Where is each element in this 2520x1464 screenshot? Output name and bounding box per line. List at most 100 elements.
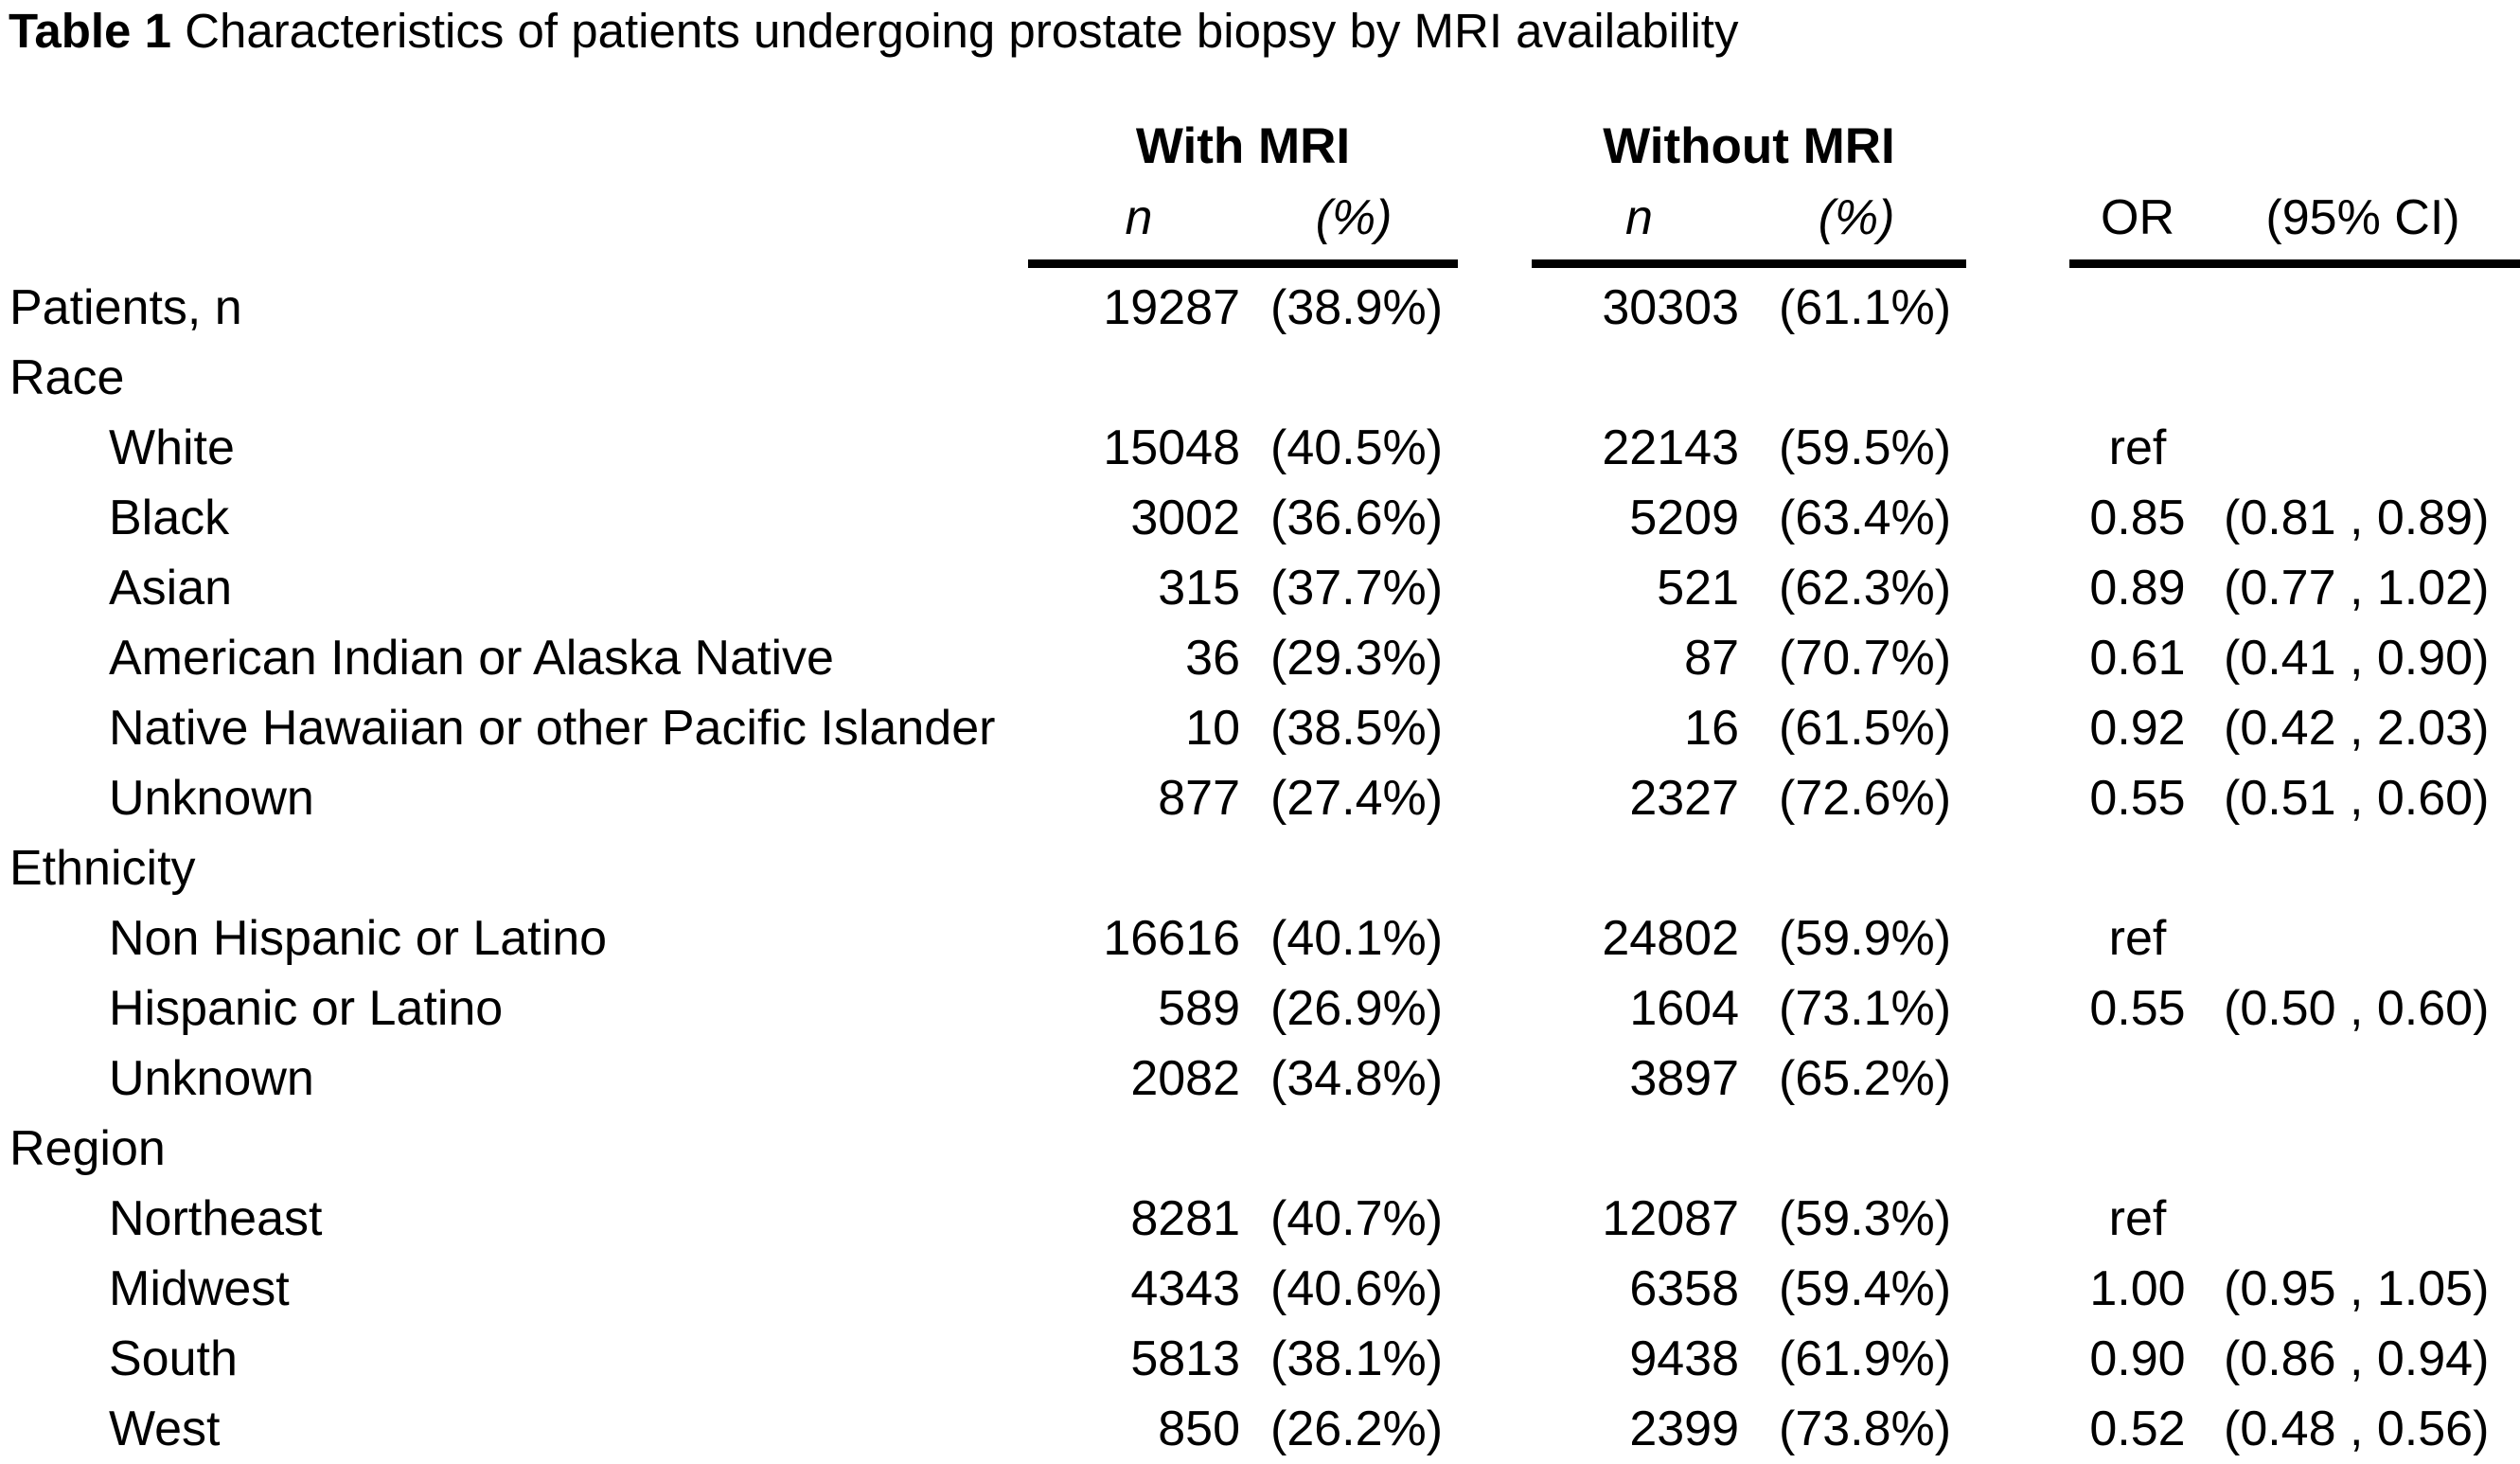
with-mri-n bbox=[1028, 1114, 1250, 1184]
column-spacer bbox=[1966, 623, 2069, 693]
with-mri-n: 15048 bbox=[1103, 420, 1240, 475]
without-mri-n: 12087 bbox=[1602, 1191, 1739, 1246]
ci-value: (0.86 , 0.94) bbox=[2224, 1331, 2490, 1386]
without-mri-pct: (65.2%) bbox=[1779, 1051, 1952, 1106]
empty-cell bbox=[0, 106, 1028, 186]
ci-value: (0.42 , 2.03) bbox=[2224, 701, 2490, 756]
with-mri-pct: (40.7%) bbox=[1270, 1191, 1444, 1246]
column-spacer bbox=[1966, 973, 2069, 1044]
with-mri-n: 2082 bbox=[1130, 1051, 1240, 1106]
group-header-without-mri: Without MRI bbox=[1603, 117, 1895, 174]
ci-value: (0.81 , 0.89) bbox=[2224, 491, 2490, 545]
row-label: American Indian or Alaska Native bbox=[109, 631, 834, 686]
or-value bbox=[2069, 273, 2206, 343]
row-label: Unknown bbox=[109, 771, 314, 826]
column-spacer bbox=[1458, 106, 1532, 186]
or-value: 0.55 bbox=[2089, 771, 2186, 826]
with-mri-n: 850 bbox=[1158, 1402, 1240, 1456]
without-mri-n: 521 bbox=[1657, 561, 1739, 616]
characteristics-table: With MRI Without MRI n (%) n (%) OR (95%… bbox=[0, 106, 2520, 1464]
without-mri-pct bbox=[1747, 343, 1966, 413]
with-mri-pct: (40.6%) bbox=[1270, 1261, 1444, 1316]
row-label: Native Hawaiian or other Pacific Islande… bbox=[109, 701, 996, 756]
table-row: Patients, n 19287 (38.9%) 30303 (61.1%) bbox=[0, 273, 2520, 343]
subheader-n-with-mri: n bbox=[1028, 186, 1250, 268]
without-mri-n: 1604 bbox=[1629, 981, 1739, 1036]
with-mri-pct: (26.2%) bbox=[1270, 1402, 1444, 1456]
table-row: Unknown 877 (27.4%) 2327 (72.6%) 0.55 (0.51 , … bbox=[0, 763, 2520, 833]
column-spacer bbox=[1966, 903, 2069, 973]
with-mri-n: 4343 bbox=[1130, 1261, 1240, 1316]
subheader-n-without-mri: n bbox=[1532, 186, 1747, 268]
ci-value: (0.50 , 0.60) bbox=[2224, 981, 2490, 1036]
with-mri-pct: (40.1%) bbox=[1270, 911, 1444, 966]
sub-header-row: n (%) n (%) OR (95% CI) bbox=[0, 186, 2520, 268]
with-mri-n: 877 bbox=[1158, 771, 1240, 826]
table-row: West 850 (26.2%) 2399 (73.8%) 0.52 (0.48 , 0.5… bbox=[0, 1394, 2520, 1464]
without-mri-n: 22143 bbox=[1602, 420, 1739, 475]
or-value: ref bbox=[2108, 911, 2167, 966]
without-mri-pct: (59.9%) bbox=[1779, 911, 1952, 966]
with-mri-pct: (26.9%) bbox=[1270, 981, 1444, 1036]
row-label: Hispanic or Latino bbox=[109, 981, 504, 1036]
row-label: Unknown bbox=[109, 1051, 314, 1106]
with-mri-n: 5813 bbox=[1130, 1331, 1240, 1386]
table-row: Asian 315 (37.7%) 521 (62.3%) 0.89 (0.77 , 1.0… bbox=[0, 553, 2520, 623]
row-label: Region bbox=[9, 1121, 166, 1176]
without-mri-pct bbox=[1747, 1114, 1966, 1184]
without-mri-pct: (59.3%) bbox=[1779, 1191, 1952, 1246]
ci-value bbox=[2206, 903, 2520, 973]
without-mri-pct: (61.5%) bbox=[1779, 701, 1952, 756]
table-row: South 5813 (38.1%) 9438 (61.9%) 0.90 (0.86 , 0… bbox=[0, 1324, 2520, 1394]
column-spacer bbox=[1458, 1184, 1532, 1254]
or-value: 1.00 bbox=[2089, 1261, 2186, 1316]
with-mri-pct: (29.3%) bbox=[1270, 631, 1444, 686]
spacer-row bbox=[0, 263, 2520, 273]
with-mri-pct: (34.8%) bbox=[1270, 1051, 1444, 1106]
subheader-or: OR bbox=[2069, 186, 2206, 268]
row-label: Asian bbox=[109, 561, 233, 616]
or-value bbox=[2069, 343, 2206, 413]
row-label: Ethnicity bbox=[9, 841, 196, 896]
column-spacer bbox=[1458, 833, 1532, 903]
column-spacer bbox=[1458, 693, 1532, 763]
empty-cell bbox=[2069, 106, 2520, 186]
column-spacer bbox=[1966, 833, 2069, 903]
row-label: Midwest bbox=[109, 1261, 290, 1316]
with-mri-n: 315 bbox=[1158, 561, 1240, 616]
or-value: ref bbox=[2108, 420, 2167, 475]
without-mri-pct: (73.8%) bbox=[1779, 1402, 1952, 1456]
column-spacer bbox=[1966, 1044, 2069, 1114]
subheader-pct-with-mri: (%) bbox=[1250, 186, 1458, 268]
group-header-row: With MRI Without MRI bbox=[0, 106, 2520, 186]
without-mri-n bbox=[1532, 343, 1747, 413]
without-mri-n: 3897 bbox=[1629, 1051, 1739, 1106]
ci-value: (0.95 , 1.05) bbox=[2224, 1261, 2490, 1316]
without-mri-pct: (63.4%) bbox=[1779, 491, 1952, 545]
ci-value: (0.77 , 1.02) bbox=[2224, 561, 2490, 616]
column-spacer bbox=[1966, 186, 2069, 263]
with-mri-pct: (38.9%) bbox=[1270, 280, 1444, 335]
with-mri-n bbox=[1028, 833, 1250, 903]
with-mri-pct: (38.1%) bbox=[1270, 1331, 1444, 1386]
without-mri-n: 16 bbox=[1684, 701, 1739, 756]
with-mri-n: 36 bbox=[1185, 631, 1240, 686]
row-label: Non Hispanic or Latino bbox=[109, 911, 608, 966]
subheader-pct-without-mri: (%) bbox=[1747, 186, 1966, 268]
or-value: ref bbox=[2108, 1191, 2167, 1246]
row-label: Patients, n bbox=[9, 280, 242, 335]
column-spacer bbox=[1966, 1184, 2069, 1254]
ci-value: (0.48 , 0.56) bbox=[2224, 1402, 2490, 1456]
row-label: Race bbox=[9, 350, 125, 405]
empty-cell bbox=[0, 186, 1028, 263]
without-mri-n: 9438 bbox=[1629, 1331, 1739, 1386]
row-label: West bbox=[109, 1402, 221, 1456]
table-caption: Table 1 Characteristics of patients unde… bbox=[9, 2, 1738, 61]
column-spacer bbox=[1966, 483, 2069, 553]
or-value bbox=[2069, 1044, 2206, 1114]
table-row: Race bbox=[0, 343, 2520, 413]
column-spacer bbox=[1458, 186, 1532, 263]
without-mri-pct: (70.7%) bbox=[1779, 631, 1952, 686]
without-mri-pct: (62.3%) bbox=[1779, 561, 1952, 616]
